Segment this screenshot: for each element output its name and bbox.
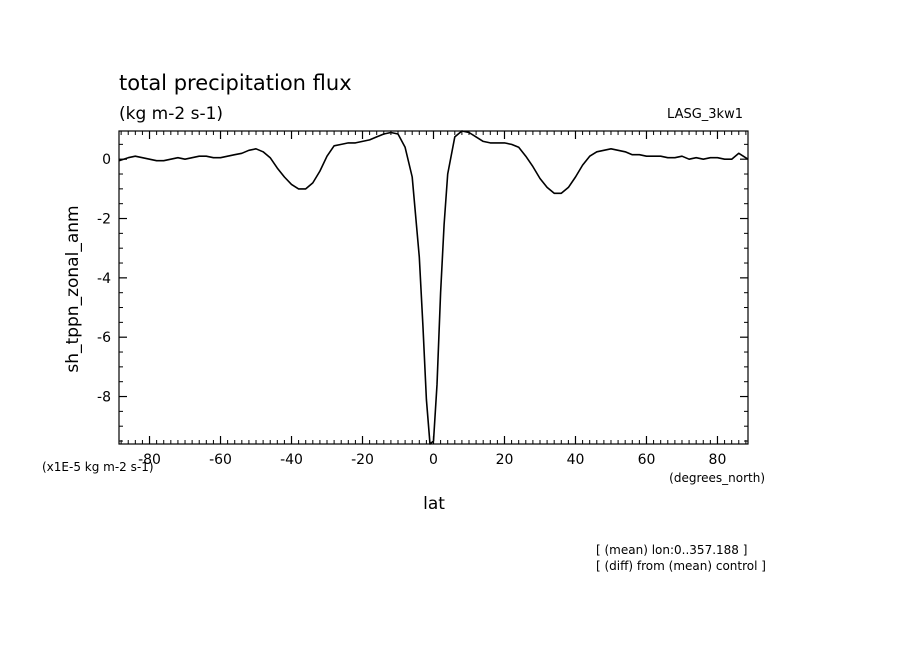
x-tick-label: -20: [351, 452, 374, 468]
minor-ticks: [119, 131, 748, 444]
y-axis-label: sh_tppn_zonal_anm: [63, 205, 83, 372]
x-tick-label: 40: [567, 452, 585, 468]
y-tick-label: -4: [97, 271, 111, 287]
chart-subtitle: (kg m-2 s-1): [119, 104, 223, 124]
chart-title: total precipitation flux: [119, 71, 352, 95]
x-tick-label: 60: [638, 452, 656, 468]
plot-frame: [118, 130, 749, 445]
y-units-label: (x1E-5 kg m-2 s-1): [42, 460, 154, 474]
x-tick-label: 80: [709, 452, 727, 468]
note-diff: [ (diff) from (mean) control ]: [596, 559, 766, 573]
x-tick-label: -40: [280, 452, 303, 468]
y-tick-label: -2: [97, 212, 111, 228]
x-tick-label: 20: [496, 452, 514, 468]
y-tick-label: -8: [97, 390, 111, 406]
y-tick-label: -6: [97, 330, 111, 346]
note-mean: [ (mean) lon:0..357.188 ]: [596, 543, 747, 557]
x-tick-label: -80: [138, 452, 161, 468]
major-ticks: [119, 131, 748, 444]
x-tick-labels: -80 -60 -40 -20 0 20 40 60 80: [138, 452, 726, 468]
x-tick-label: 0: [429, 452, 438, 468]
x-tick-label: -60: [209, 452, 232, 468]
y-tick-labels: 0 -2 -4 -6 -8: [97, 152, 111, 405]
x-axis-label: lat: [423, 494, 445, 514]
data-line: [118, 130, 749, 445]
y-tick-label: 0: [102, 152, 111, 168]
model-label: LASG_3kw1: [667, 107, 743, 122]
x-units-label: (degrees_north): [669, 471, 765, 485]
